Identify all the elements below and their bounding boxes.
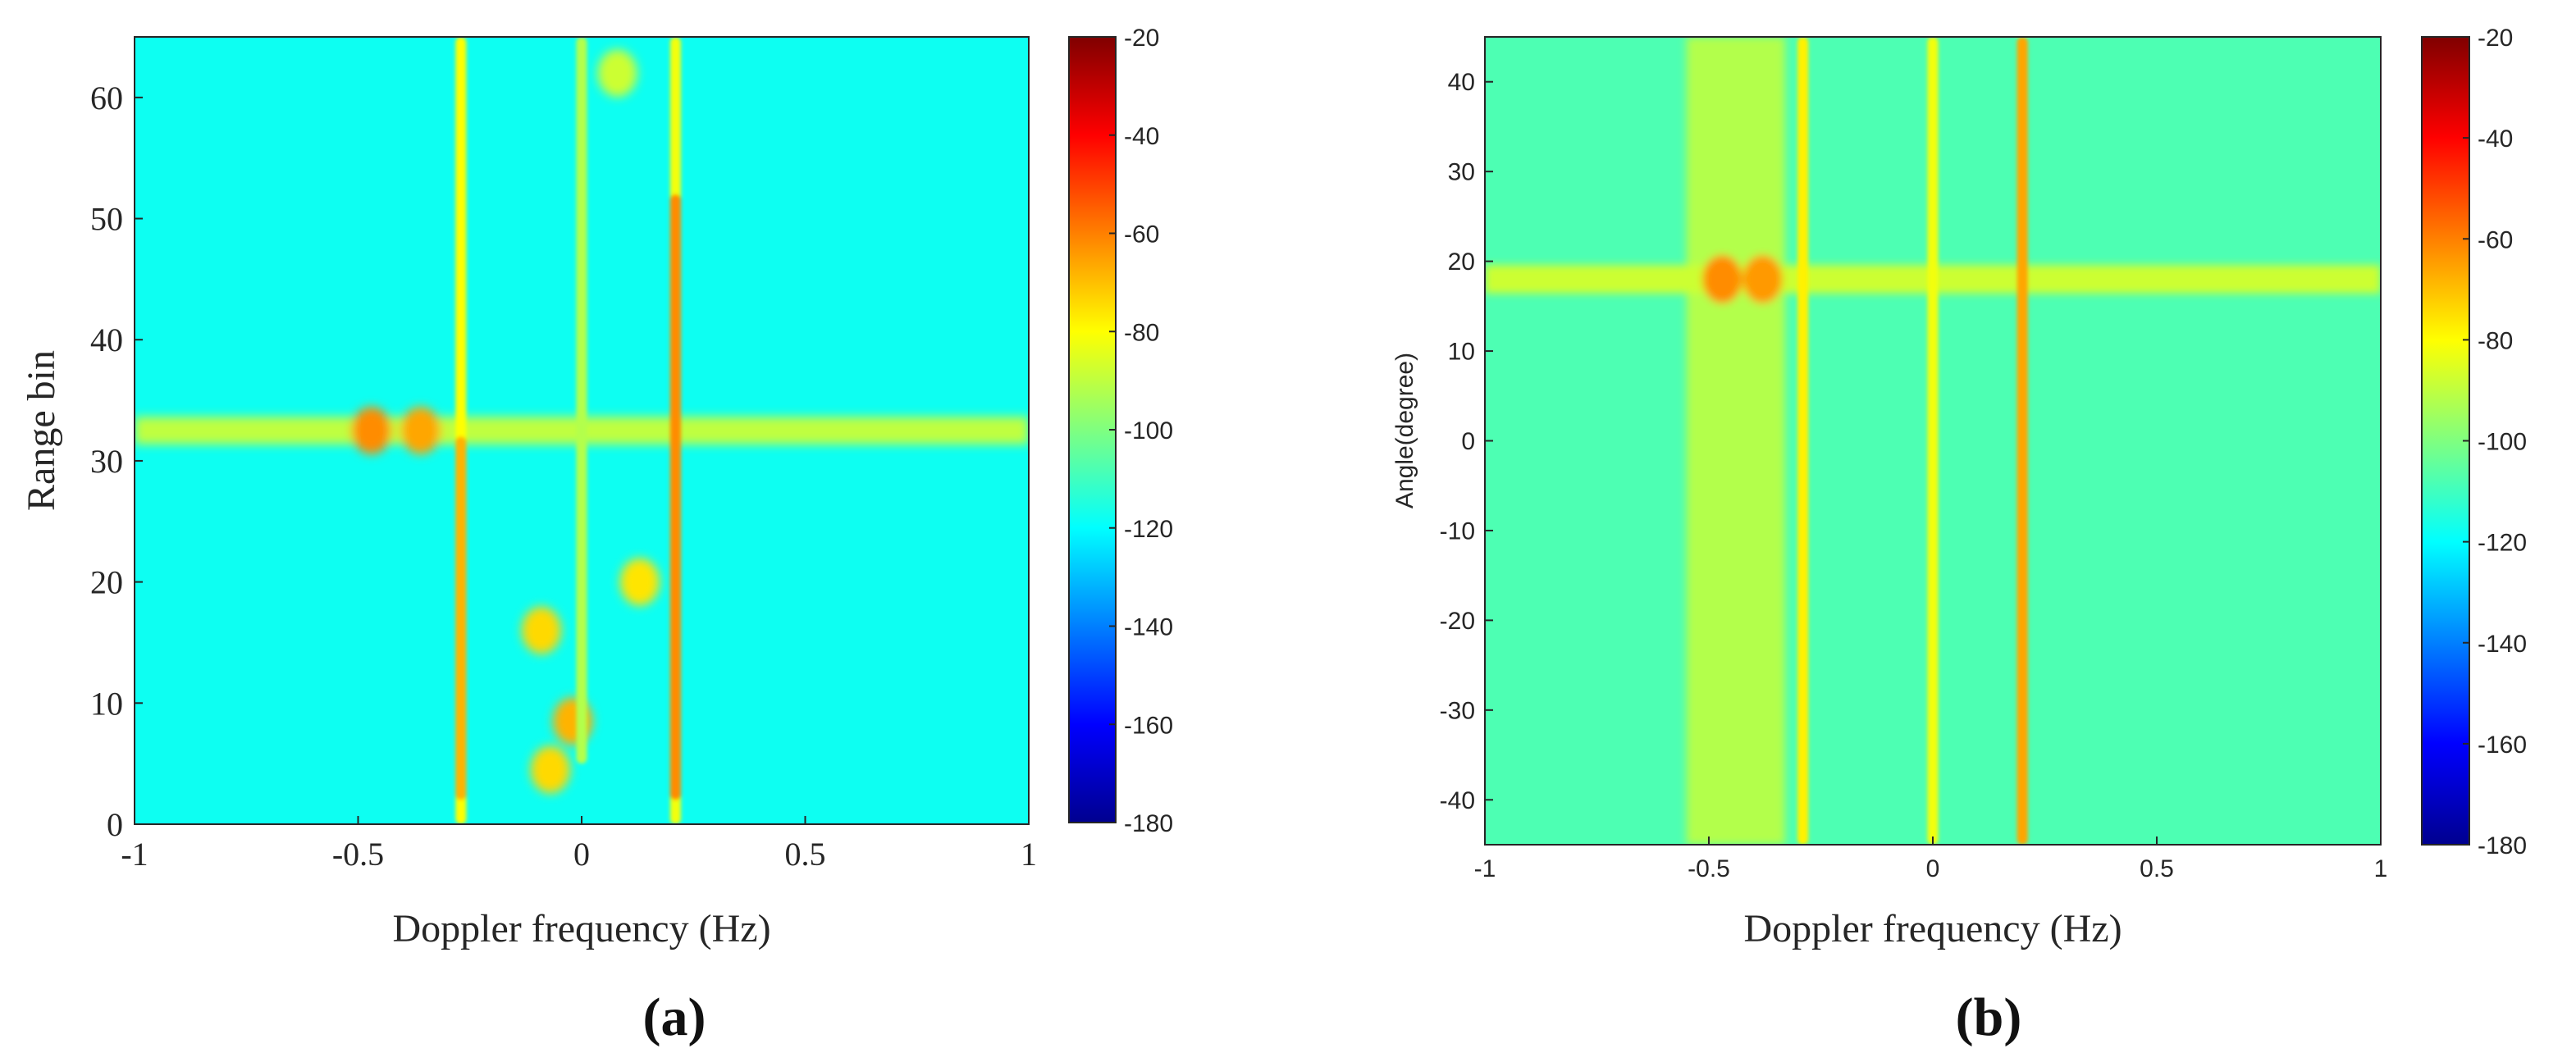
colorbar-tick-label: -80	[1124, 319, 1159, 346]
colorbar-tick-label: -100	[1124, 417, 1173, 444]
vertical-streak	[1927, 37, 1939, 845]
x-tick-label: -0.5	[332, 836, 384, 873]
colorbar-tick-label: -140	[1124, 614, 1173, 641]
hotspot	[1742, 254, 1783, 304]
hotspot	[530, 745, 570, 794]
y-tick-label: 50	[90, 201, 123, 238]
colorbar-tick-label: -180	[1124, 810, 1173, 837]
y-tick-label: -20	[1440, 608, 1475, 635]
hotspot	[351, 407, 391, 454]
heatmap-a	[135, 37, 1029, 824]
ylabel-a: Range bin	[20, 350, 63, 511]
colorbar-b-ticks: -20 -40 -60 -80 -100 -120 -140 -160 -180	[2463, 25, 2527, 859]
panel-label-b: (b)	[1956, 987, 2022, 1047]
colorbar-tick-label: -160	[1124, 712, 1173, 739]
x-tick-label: 0	[573, 836, 590, 873]
heatmap-a-streaks	[455, 37, 681, 824]
hotspot	[619, 558, 660, 606]
ylabel-b: Angle(degree)	[1391, 353, 1418, 508]
colorbar-tick-label: -140	[2478, 631, 2527, 658]
hotspot	[597, 49, 637, 98]
y-tick-label: 30	[90, 443, 123, 480]
y-tick-label: 40	[90, 321, 123, 358]
heatmap-b	[1485, 37, 2381, 845]
heatmap-b-streaks	[1797, 37, 2028, 845]
colorbar-tick-label: -120	[2478, 530, 2527, 557]
axes-b: -1 -0.5 0 0.5 1 -40 -30 -20 -10 0 10 20 30 40	[1440, 69, 2388, 882]
hotspot	[400, 407, 441, 454]
colorbar-tick-label: -40	[2478, 125, 2513, 153]
colorbar-tick-label: -80	[2478, 327, 2513, 354]
x-tick-label: -1	[121, 836, 148, 873]
y-tick-label: -40	[1440, 787, 1475, 814]
hotspot	[1702, 254, 1742, 304]
vertical-streak	[1797, 37, 1809, 845]
y-tick-label: 20	[1448, 248, 1475, 276]
colorbar-tick-label: -160	[2478, 732, 2527, 759]
vertical-band	[1686, 37, 1785, 845]
x-tick-label: 0	[1926, 855, 1940, 882]
y-tick-label: -10	[1440, 517, 1475, 545]
colorbar-a	[1068, 36, 1117, 823]
x-tick-label: -0.5	[1688, 855, 1730, 882]
y-tick-label: 10	[1448, 339, 1475, 366]
colorbar-tick-label: -100	[2478, 429, 2527, 456]
colorbar-tick-label: -60	[1124, 221, 1159, 248]
y-tick-label: 40	[1448, 69, 1475, 96]
y-tick-label: 20	[90, 564, 123, 601]
y-tick-label: -30	[1440, 697, 1475, 724]
x-tick-label: 0.5	[785, 836, 826, 873]
xlabel-b: Doppler frequency (Hz)	[1743, 907, 2122, 950]
colorbar-tick-label: -20	[2478, 25, 2513, 52]
y-tick-label: 30	[1448, 159, 1475, 186]
colorbar-tick-label: -180	[2478, 832, 2527, 859]
x-tick-label: -1	[1474, 855, 1496, 882]
vertical-streak	[576, 37, 587, 764]
y-tick-label: 0	[1461, 428, 1475, 455]
hotspot	[521, 606, 561, 654]
colorbar-b	[2421, 36, 2470, 846]
y-tick-label: 10	[90, 685, 123, 722]
y-tick-label: 60	[90, 80, 123, 116]
colorbar-tick-label: -60	[2478, 226, 2513, 253]
colorbar-tick-label: -20	[1124, 25, 1159, 52]
vertical-streak	[455, 436, 467, 800]
vertical-streak	[669, 194, 681, 800]
xlabel-a: Doppler frequency (Hz)	[392, 907, 770, 950]
x-tick-label: 0.5	[2140, 855, 2174, 882]
y-tick-label: 0	[107, 806, 123, 843]
panel-label-a: (a)	[643, 987, 706, 1047]
colorbar-tick-label: -40	[1124, 123, 1159, 150]
x-tick-label: 1	[1021, 836, 1037, 873]
vertical-streak	[2016, 37, 2028, 845]
colorbar-tick-label: -120	[1124, 516, 1173, 543]
x-tick-label: 1	[2374, 855, 2388, 882]
colorbar-a-ticks: -20 -40 -60 -80 -100 -120 -140 -160 -180	[1109, 25, 1173, 837]
